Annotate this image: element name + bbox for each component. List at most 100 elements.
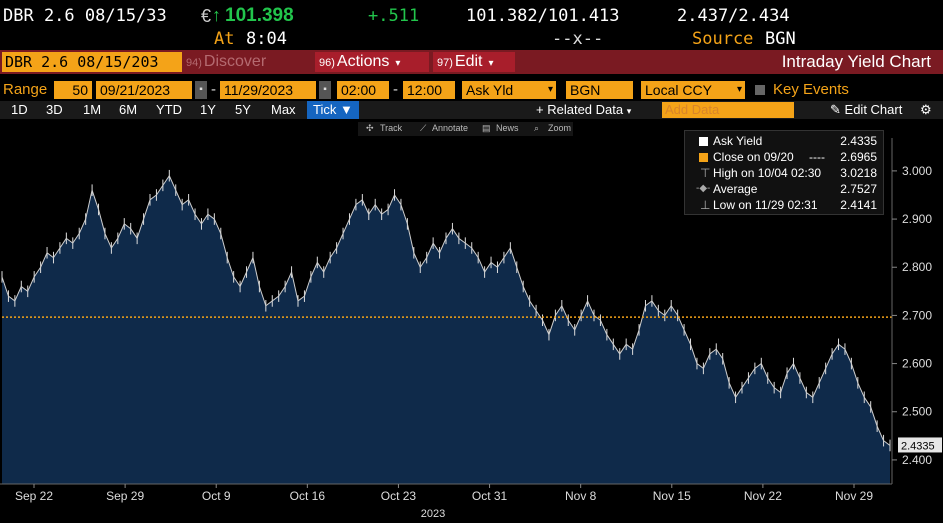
security-field[interactable]: DBR 2.6 08/15/203 <box>2 52 182 72</box>
yield-line-segment <box>735 387 743 398</box>
yield-line-segment <box>258 286 267 306</box>
yield-line-segment <box>336 233 344 249</box>
yield-line-segment <box>368 204 376 215</box>
yield-line-segment <box>748 368 756 379</box>
source-field[interactable]: BGN <box>566 81 633 99</box>
high-marker-icon: ⊤ <box>700 166 711 180</box>
yield-chart-svg: 2.400 2.500 2.600 2.700 2.800 2.900 3.000 2.433… <box>0 138 942 520</box>
yield-line-segment <box>715 348 724 360</box>
x-axis-label: Nov 29 <box>835 489 873 503</box>
period-3d[interactable]: 3D <box>46 102 63 117</box>
key-events-checkbox[interactable] <box>755 85 765 95</box>
y-axis-label: 2.400 <box>902 453 932 467</box>
zoom-button[interactable]: Zoom <box>548 123 572 133</box>
end-time-field[interactable]: 12:00 <box>403 81 455 99</box>
yield-line-segment <box>458 237 466 244</box>
x-axis-label: Nov 8 <box>565 489 597 503</box>
yield-line-segment <box>484 262 492 273</box>
yield-line-segment <box>542 320 550 335</box>
end-date-calendar-icon[interactable]: ▪ <box>319 81 331 99</box>
yield-line-segment <box>606 334 614 345</box>
yield-line-segment <box>850 363 859 384</box>
yield-chart[interactable]: 2.400 2.500 2.600 2.700 2.800 2.900 3.000 2.433… <box>0 138 943 520</box>
yield-line-segment <box>188 199 196 215</box>
currency-select[interactable]: Local CCY ▾ <box>641 81 745 99</box>
yield-line-segment <box>265 300 273 307</box>
chart-legend[interactable]: Ask Yield 2.4335 Close on 09/20 ---- 2.6… <box>684 130 884 215</box>
start-time-field[interactable]: 02:00 <box>337 81 389 99</box>
yield-line-segment <box>323 257 331 273</box>
edit-button[interactable]: 97) Edit ▾ <box>433 52 515 72</box>
x-axis-label: Oct 16 <box>290 489 326 503</box>
yield-line-segment <box>349 204 357 220</box>
bars-field[interactable]: 50 <box>54 81 92 99</box>
yield-line-segment <box>490 262 498 268</box>
period-6m[interactable]: 6M <box>119 102 138 117</box>
legend-close-value: 2.6965 <box>840 150 877 164</box>
range-dash: - <box>211 81 216 98</box>
track-button[interactable]: Track <box>380 123 403 133</box>
chart-tool-bar: ✣ Track ⟋ Annotate ▤ News ⌕ Zoom <box>358 122 573 136</box>
time-dash: - <box>393 81 398 98</box>
y-axis-label: 2.500 <box>902 405 932 419</box>
y-axis-label: 2.800 <box>902 260 932 274</box>
related-data-label: Related Data <box>547 102 624 117</box>
currency-symbol: € <box>201 6 212 26</box>
edit-num: 97) <box>437 57 453 69</box>
add-data-input[interactable]: Add Data <box>662 102 794 118</box>
period-max[interactable]: Max <box>271 102 296 117</box>
field-select[interactable]: Ask Yld ▾ <box>462 81 556 99</box>
edit-chart-label: Edit Chart <box>844 102 903 117</box>
x-axis-label: Sep 22 <box>15 489 53 503</box>
yield-line-segment <box>773 387 781 393</box>
yield-line-segment <box>741 377 749 388</box>
yield-line-segment <box>818 368 827 384</box>
tick-label: Tick <box>313 102 337 117</box>
yield-line-segment <box>503 247 511 258</box>
yield-line-segment <box>574 315 582 331</box>
yield-line-segment <box>580 300 589 316</box>
yield-line-segment <box>117 223 125 239</box>
yield-line-segment <box>226 257 235 278</box>
yield-line-segment <box>658 310 666 316</box>
period-ytd[interactable]: YTD <box>156 102 182 117</box>
start-date-field[interactable]: 09/21/2023 <box>96 81 192 99</box>
yield-line-segment <box>406 223 415 253</box>
yield-line-segment <box>825 353 833 369</box>
yield-line-segment <box>130 228 138 239</box>
average-marker-icon: -◆- <box>696 183 711 194</box>
start-date-calendar-icon[interactable]: ▪ <box>195 81 207 99</box>
annotate-icon: ⟋ <box>420 123 427 133</box>
yield-line-segment <box>207 213 215 220</box>
pencil-icon: ✎ <box>830 102 841 117</box>
period-1m[interactable]: 1M <box>83 102 102 117</box>
yield-line-segment <box>53 247 61 258</box>
period-1d[interactable]: 1D <box>11 102 28 117</box>
x-axis-label: Sep 29 <box>106 489 144 503</box>
legend-ask-yield-value: 2.4335 <box>840 134 877 148</box>
period-5y[interactable]: 5Y <box>235 102 251 117</box>
dash-placeholder: --x-- <box>552 29 604 49</box>
yield-line-segment <box>477 257 486 273</box>
yield-line-segment <box>355 199 363 206</box>
actions-dropdown-icon: ▾ <box>395 58 401 69</box>
edit-chart-button[interactable]: ✎ Edit Chart <box>830 101 902 119</box>
period-1y[interactable]: 1Y <box>200 102 216 117</box>
tick-button[interactable]: Tick ▼ <box>307 101 359 119</box>
discover-button[interactable]: 94) Discover <box>186 52 312 72</box>
actions-button[interactable]: 96) Actions ▾ <box>315 52 429 72</box>
key-events-label[interactable]: Key Events <box>773 81 849 98</box>
currency-select-value: Local CCY <box>645 82 712 98</box>
news-button[interactable]: News <box>496 123 519 133</box>
yield-line-segment <box>529 300 537 311</box>
page-title: Intraday Yield Chart <box>781 52 931 71</box>
annotate-button[interactable]: Annotate <box>432 123 469 133</box>
yield-line-segment <box>535 310 543 321</box>
gear-icon[interactable]: ⚙ <box>920 102 932 117</box>
related-data-button[interactable]: + Related Data ▾ <box>536 101 631 119</box>
yield-line-segment <box>612 344 621 355</box>
end-date-field[interactable]: 11/29/2023 <box>220 81 316 99</box>
yield-line-segment <box>310 262 318 278</box>
range-controls: Range 50 09/21/2023 ▪ - 11/29/2023 ▪ 02:… <box>0 80 943 100</box>
yield-line-segment <box>284 271 293 287</box>
